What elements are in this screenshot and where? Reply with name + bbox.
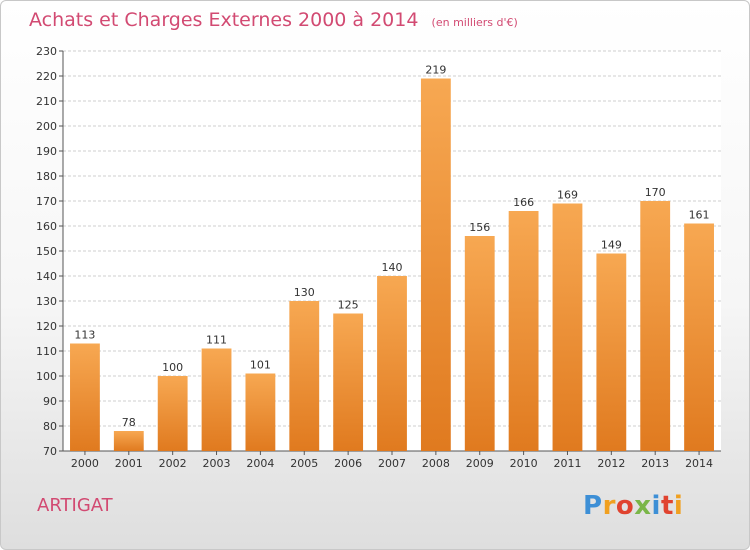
bar: [113, 431, 144, 451]
y-tick-label: 140: [36, 270, 57, 283]
bar: [640, 201, 671, 451]
x-tick-label: 2001: [115, 457, 143, 470]
x-tick-label: 2009: [466, 457, 494, 470]
logo-letter: r: [602, 491, 616, 521]
bar: [201, 348, 232, 451]
y-tick-label: 120: [36, 320, 57, 333]
chart-unit: (en milliers d'€): [431, 16, 518, 29]
bar-value-label: 78: [122, 416, 136, 429]
logo-letter: x: [634, 491, 652, 521]
y-tick-label: 110: [36, 345, 57, 358]
bar-value-label: 149: [601, 239, 622, 252]
x-tick-label: 2012: [597, 457, 625, 470]
logo-letter: i: [651, 491, 661, 521]
y-tick-label: 190: [36, 145, 57, 158]
bar-value-label: 166: [513, 196, 534, 209]
bar-value-label: 169: [557, 189, 578, 202]
place-name: ARTIGAT: [37, 495, 113, 516]
bar-value-label: 170: [645, 186, 666, 199]
bar: [684, 223, 714, 451]
x-tick-label: 2011: [553, 457, 581, 470]
y-tick-label: 150: [36, 245, 57, 258]
y-tick-label: 200: [36, 120, 57, 133]
x-tick-label: 2014: [685, 457, 713, 470]
x-tick-label: 2005: [290, 457, 318, 470]
bar: [377, 276, 407, 451]
x-tick-label: 2010: [510, 457, 538, 470]
x-tick-label: 2007: [378, 457, 406, 470]
y-tick-label: 210: [36, 95, 57, 108]
bar-value-label: 113: [74, 329, 95, 342]
bar: [508, 211, 539, 451]
bar: [245, 373, 276, 451]
chart-title-row: Achats et Charges Externes 2000 à 2014 (…: [29, 9, 518, 31]
y-tick-label: 220: [36, 70, 57, 83]
bar-value-label: 125: [338, 299, 359, 312]
bar: [70, 343, 100, 451]
chart-title: Achats et Charges Externes 2000 à 2014: [29, 9, 419, 31]
bar-value-label: 219: [425, 64, 446, 77]
bar: [464, 236, 495, 451]
y-tick-label: 160: [36, 220, 57, 233]
y-tick-label: 90: [43, 395, 57, 408]
bar-value-label: 130: [294, 286, 315, 299]
bar-value-label: 161: [689, 209, 710, 222]
y-tick-label: 130: [36, 295, 57, 308]
y-tick-label: 100: [36, 370, 57, 383]
bar: [596, 253, 627, 451]
bar: [289, 301, 320, 451]
x-tick-label: 2002: [159, 457, 187, 470]
x-tick-label: 2013: [641, 457, 669, 470]
logo-letter: P: [583, 491, 603, 521]
logo-letter: o: [615, 491, 635, 521]
bar-value-label: 140: [382, 261, 403, 274]
x-tick-label: 2008: [422, 457, 450, 470]
bar: [420, 78, 451, 451]
y-tick-label: 170: [36, 195, 57, 208]
x-tick-label: 2004: [246, 457, 274, 470]
proxiti-logo: Proxiti: [583, 491, 683, 521]
bar-value-label: 156: [469, 221, 490, 234]
bar: [333, 313, 364, 451]
y-tick-label: 180: [36, 170, 57, 183]
logo-letter: i: [673, 491, 684, 521]
y-tick-label: 70: [43, 445, 57, 458]
x-tick-label: 2003: [203, 457, 231, 470]
x-tick-label: 2006: [334, 457, 362, 470]
y-tick-label: 80: [43, 420, 57, 433]
x-tick-label: 2000: [71, 457, 99, 470]
bar-value-label: 100: [162, 361, 183, 374]
bar-value-label: 101: [250, 359, 271, 372]
bar-value-label: 111: [206, 334, 227, 347]
bar: [552, 203, 583, 451]
logo-letter: t: [660, 491, 674, 521]
y-tick-label: 230: [36, 45, 57, 58]
bar: [157, 376, 188, 451]
